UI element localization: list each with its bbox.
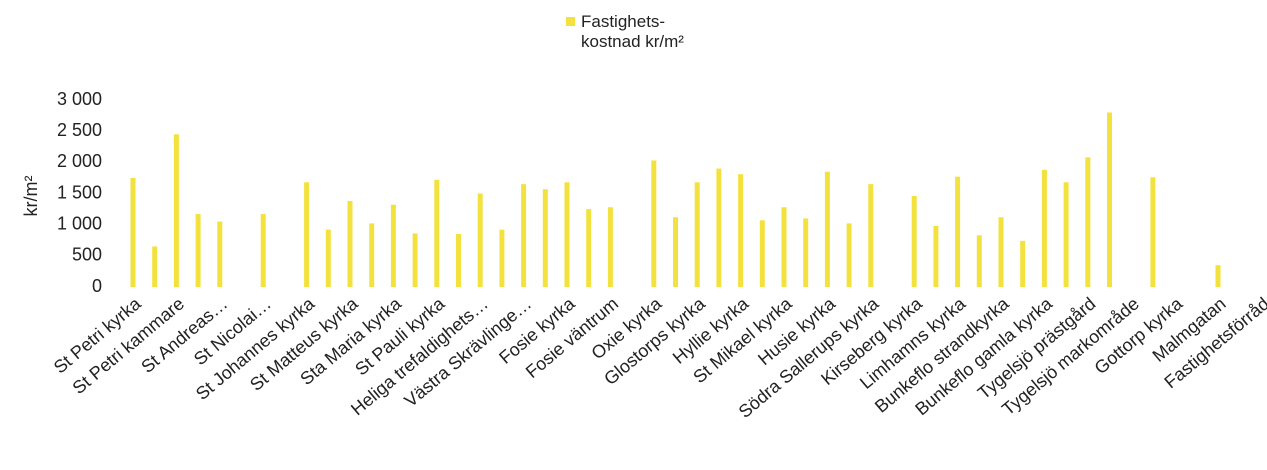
y-tick-label: 0 (92, 276, 102, 296)
legend-swatch (566, 17, 575, 26)
y-tick-label: 1 500 (57, 182, 102, 202)
bar (1150, 177, 1156, 287)
legend: Fastighets- kostnad kr/m² (566, 12, 726, 52)
y-tick-label: 2 000 (57, 151, 102, 171)
bar (868, 184, 874, 287)
bar (824, 171, 830, 287)
y-axis-label: kr/m² (21, 176, 41, 217)
bar (781, 207, 787, 287)
bar (607, 207, 613, 287)
bar (477, 193, 483, 287)
bar (1215, 265, 1221, 287)
bar (152, 246, 158, 287)
bar (1085, 157, 1091, 287)
bar (542, 189, 548, 287)
bar (586, 209, 592, 287)
bar (390, 204, 396, 287)
bar (955, 176, 961, 287)
bar (195, 214, 201, 287)
bar (369, 223, 375, 287)
bar (173, 134, 179, 287)
bar (1107, 112, 1112, 287)
y-tick-label: 1 000 (57, 213, 102, 233)
bar (673, 217, 678, 287)
bar (1020, 240, 1026, 287)
bar (434, 179, 440, 287)
bar (759, 220, 765, 287)
bar (803, 218, 809, 287)
bar (521, 184, 527, 287)
bar (1063, 182, 1069, 287)
bar (1041, 169, 1047, 287)
bar (694, 182, 700, 287)
bar (933, 225, 939, 287)
bar (716, 168, 722, 287)
bar (564, 182, 570, 287)
bar (325, 229, 331, 287)
y-tick-label: 2 500 (57, 120, 102, 140)
bar (738, 174, 744, 287)
bar (217, 221, 223, 287)
bar (130, 177, 136, 287)
bar (347, 200, 353, 287)
bar (911, 195, 917, 287)
bar (846, 223, 852, 287)
legend-label: Fastighets- kostnad kr/m² (581, 12, 684, 51)
y-tick-label: 3 000 (57, 89, 102, 109)
bar (976, 235, 982, 287)
y-tick-label: 500 (72, 245, 102, 265)
bar (499, 229, 505, 287)
bar (998, 217, 1004, 287)
bar (651, 160, 657, 287)
bar (304, 182, 310, 287)
bar (412, 233, 418, 287)
bar (456, 234, 461, 287)
bar (260, 214, 266, 287)
